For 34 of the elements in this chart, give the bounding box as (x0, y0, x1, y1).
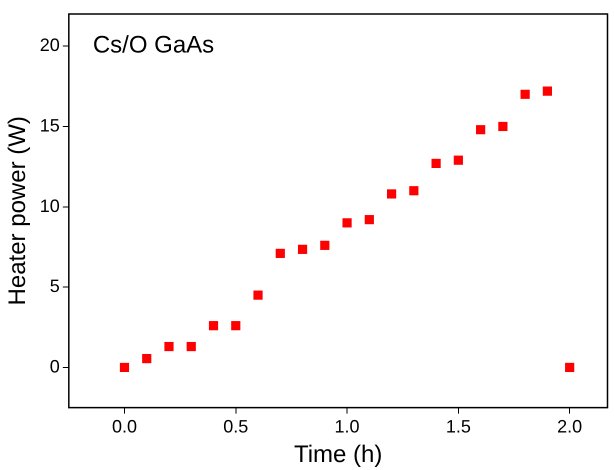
point (231, 321, 240, 330)
point (120, 362, 130, 372)
point (454, 156, 463, 165)
point (320, 240, 330, 250)
point (142, 354, 152, 364)
point (520, 90, 530, 99)
y-tick-label: 15 (40, 115, 60, 136)
point (208, 321, 218, 330)
x-tick-label: 1.5 (446, 416, 471, 436)
point (498, 122, 508, 132)
point (386, 189, 396, 199)
point (164, 342, 174, 352)
point (542, 86, 552, 96)
x-tick-label: 0.0 (112, 416, 137, 436)
point (298, 244, 308, 254)
annotation: Cs/O GaAs (92, 32, 214, 59)
y-axis-title: Heater power (W) (4, 116, 32, 306)
y-tick-label: 5 (50, 276, 60, 296)
point (409, 186, 418, 196)
y-tick-label: 10 (40, 196, 60, 216)
point (476, 125, 486, 134)
point (186, 342, 196, 352)
point (432, 158, 441, 168)
x-axis-title: Time (h) (294, 441, 382, 468)
point (364, 215, 374, 224)
point (565, 362, 574, 372)
x-tick-label: 1.0 (334, 416, 360, 436)
y-tick-label: 20 (40, 35, 60, 56)
x-tick-label: 0.5 (223, 416, 248, 436)
point (342, 218, 352, 228)
x-tick-label: 2.0 (557, 416, 582, 436)
point (276, 248, 285, 258)
y-tick-label: 0 (50, 356, 60, 376)
point (253, 290, 263, 300)
